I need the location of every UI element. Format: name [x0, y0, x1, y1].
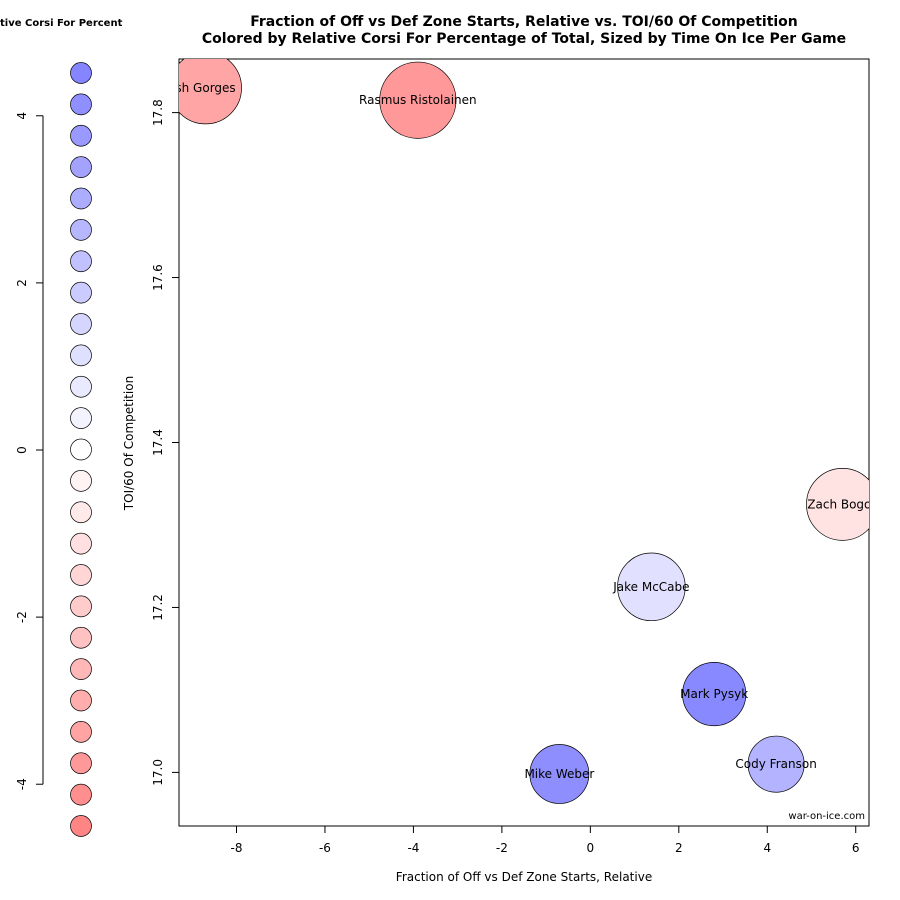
legend-swatch: [70, 470, 92, 492]
legend-tick-label: 0: [15, 446, 29, 454]
legend-tick-label: 2: [15, 279, 29, 287]
data-point: [806, 468, 869, 541]
x-tick-label: 2: [675, 841, 683, 855]
legend-swatch: [70, 532, 92, 555]
legend-swatch: [70, 658, 92, 680]
legend-swatch: [70, 689, 92, 712]
x-tick-label: -8: [231, 841, 243, 855]
legend-swatches: [70, 62, 92, 837]
legend-swatch: [70, 595, 92, 618]
data-point: [379, 61, 457, 139]
y-tick-label: 17.8: [151, 99, 165, 126]
x-tick-label: 0: [587, 841, 595, 855]
chart-title: Fraction of Off vs Def Zone Starts, Rela…: [250, 14, 798, 30]
y-tick-label: 17.2: [151, 594, 165, 621]
data-point-label: Mike Weber: [524, 767, 594, 781]
x-tick-label: -2: [496, 841, 508, 855]
legend-swatch: [70, 815, 92, 837]
x-axis-label: Fraction of Off vs Def Zone Starts, Rela…: [396, 870, 652, 884]
legend-swatch: [70, 281, 92, 304]
chart-subtitle: Colored by Relative Corsi For Percentage…: [202, 31, 846, 47]
legend-swatch: [70, 783, 92, 806]
legend-swatch: [70, 62, 92, 84]
legend-swatch: [70, 187, 92, 210]
data-point: [747, 735, 805, 793]
legend-swatch: [70, 501, 92, 524]
y-axis-label: TOI/60 Of Competition: [122, 376, 136, 511]
legend-swatch: [70, 564, 92, 586]
data-point: [179, 59, 242, 125]
data-points: [179, 59, 869, 804]
legend-swatch: [70, 250, 92, 273]
legend-tick-label: -4: [15, 778, 29, 790]
legend-title: tive Corsi For Percent: [0, 18, 123, 29]
y-tick-label: 17.0: [151, 759, 165, 786]
credit-text: war-on-ice.com: [788, 811, 865, 822]
legend-swatch: [70, 124, 92, 147]
data-point-label: Jake McCabe: [612, 580, 689, 594]
legend-swatch: [70, 156, 92, 178]
legend-swatch: [70, 93, 92, 116]
data-point-label: Rasmus Ristolainen: [359, 93, 477, 107]
legend-swatch: [70, 313, 92, 335]
data-point-label: sh Gorges: [175, 81, 235, 95]
legend-swatch: [70, 344, 92, 367]
plot-frame: [178, 58, 870, 827]
legend-swatch: [70, 219, 92, 241]
data-point-label: Mark Pysyk: [680, 687, 748, 701]
legend-axis: 4 2 0 -2 -4: [15, 112, 44, 790]
data-point: [682, 662, 747, 727]
x-tick-label: 4: [763, 841, 771, 855]
y-axis: 17.0 17.2 17.4 17.6 17.8: [151, 99, 180, 786]
plot-area: sh Gorges Rasmus Ristolainen Zach Bogos Jak…: [175, 58, 877, 827]
data-point: [529, 744, 590, 804]
data-point: [617, 552, 686, 622]
legend-tick-label: 4: [15, 112, 29, 120]
legend-swatch: [70, 375, 92, 398]
x-tick-label: -4: [407, 841, 419, 855]
legend-swatch: [70, 752, 92, 775]
data-point-label: Cody Franson: [735, 757, 816, 771]
data-point-label: Zach Bogos: [807, 497, 877, 511]
legend-tick-label: -2: [15, 611, 29, 623]
x-axis: -8 -6 -4 -2 0 2 4 6: [231, 825, 860, 855]
y-tick-label: 17.6: [151, 264, 165, 291]
y-tick-label: 17.4: [151, 429, 165, 456]
legend-swatch: [70, 438, 92, 461]
x-tick-label: -6: [319, 841, 331, 855]
legend-swatch: [70, 721, 92, 743]
point-labels: sh Gorges Rasmus Ristolainen Zach Bogos Jak…: [175, 81, 877, 781]
x-tick-label: 6: [852, 841, 860, 855]
legend-swatch: [70, 626, 92, 649]
legend-swatch: [70, 407, 92, 429]
